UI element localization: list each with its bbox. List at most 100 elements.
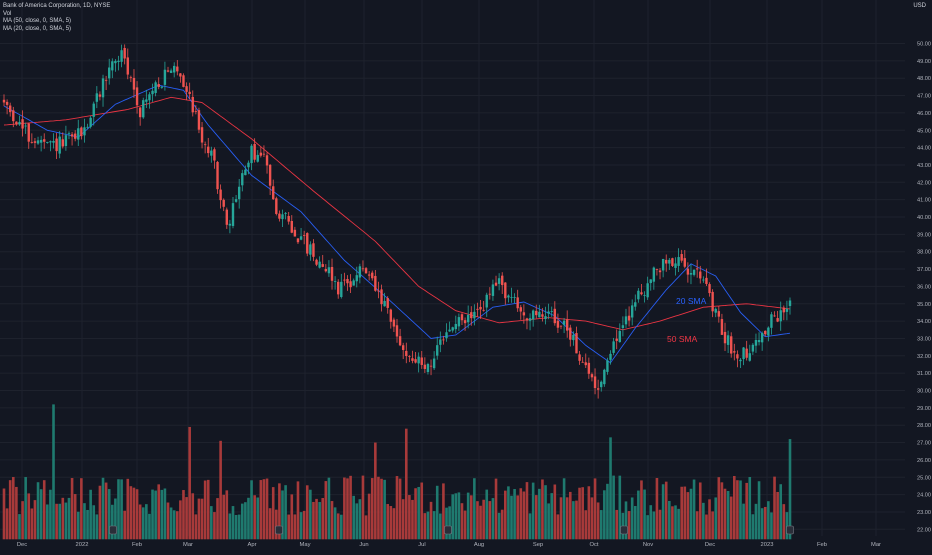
candle-body [417, 356, 420, 364]
x-tick-label: Sep [533, 542, 543, 548]
volume-bar [206, 479, 210, 540]
candle-body [590, 374, 594, 378]
candle-body [665, 259, 668, 264]
candle-body [290, 220, 293, 233]
ma20-label[interactable]: MA (20, close, 0, SMA, 5) [3, 25, 72, 32]
ma50-label[interactable]: MA (50, close, 0, SMA, 5) [3, 18, 72, 24]
candle-body [166, 70, 170, 72]
volume-bar [637, 490, 640, 540]
volume-bar [271, 487, 275, 540]
volume-bar [185, 497, 188, 540]
candle-body [575, 333, 578, 354]
candle-body [516, 297, 519, 309]
volume-bar [358, 499, 362, 540]
volume-bar [525, 482, 529, 540]
candle-body [163, 69, 167, 85]
volume-bar [720, 482, 724, 540]
volume-bar [268, 508, 272, 540]
volume-bar [210, 506, 213, 540]
volume-bar [24, 477, 27, 540]
candle-body [689, 273, 693, 275]
candle-body [754, 339, 758, 346]
candle-body [445, 332, 448, 339]
candle-body [677, 257, 680, 266]
volume-bar [414, 488, 417, 540]
volume-bar [534, 495, 538, 540]
candle-body [748, 353, 751, 361]
candle-body [624, 316, 628, 325]
volume-bar [466, 492, 470, 540]
candle-body [439, 339, 442, 345]
candle-body [736, 354, 739, 359]
volume-bar [476, 501, 479, 540]
candle-body [129, 77, 133, 79]
x-tick-label: Feb [132, 542, 142, 548]
candle-body [126, 57, 129, 75]
vol-label[interactable]: Vol [3, 10, 12, 17]
volume-bar [457, 492, 461, 540]
volume-bar [507, 486, 510, 540]
volume-bar [225, 490, 229, 540]
candle-body [142, 100, 145, 118]
volume-bar [166, 502, 170, 540]
price-axis[interactable]: 50.00 49.00 48.00 47.00 46.00 45.00 44.00 43.00… [917, 42, 931, 534]
volume-bar [513, 489, 516, 540]
volume-bar [760, 508, 764, 540]
volume-bar [197, 498, 201, 540]
candle-body [429, 365, 433, 367]
sma20-path [3, 84, 791, 364]
candle-body [265, 155, 269, 166]
volume-bar [293, 514, 297, 540]
volume-bar [544, 485, 547, 540]
candle-body [491, 284, 495, 296]
candle-body [717, 311, 721, 317]
volume-bar [646, 515, 649, 540]
volume-bar [404, 428, 408, 540]
volume-bar [695, 511, 699, 540]
y-tick-label: 47.00 [917, 94, 931, 100]
currency-label[interactable]: USD [913, 3, 926, 9]
volume-bar [321, 497, 325, 540]
volume-bar [27, 493, 31, 540]
candle-body [603, 369, 606, 385]
candle-body [615, 338, 618, 341]
volume-bar [346, 478, 349, 540]
volume-bar [52, 404, 55, 540]
volume-bar [92, 505, 96, 540]
volume-bar [132, 487, 136, 540]
candle-body [553, 308, 557, 324]
candle-body [401, 345, 405, 350]
candle-body [39, 139, 43, 143]
volume-bar [330, 501, 334, 540]
candle-body [281, 214, 284, 220]
candle-body [621, 325, 625, 328]
volume-bar [702, 502, 705, 540]
volume-bar [596, 502, 600, 540]
candle-body [686, 268, 690, 275]
symbol-title[interactable]: Bank of America Corporation, 1D, NYSE [3, 3, 111, 9]
volume-bar [559, 497, 563, 540]
x-tick-label: Mar [183, 542, 193, 548]
candle-body [247, 162, 250, 168]
candle-body [436, 345, 439, 356]
candle-body [225, 209, 229, 225]
candle-body [773, 315, 776, 317]
candle-body [253, 144, 256, 160]
candle-body [70, 134, 74, 137]
event-markers[interactable] [109, 525, 794, 535]
candle-body [680, 254, 683, 261]
volume-bar [151, 489, 154, 540]
candle-body [386, 298, 389, 308]
volume-bar [748, 476, 752, 540]
x-tick-label: Mar [871, 542, 881, 548]
candle-body [751, 344, 755, 352]
volume-bar [352, 495, 355, 540]
volume-bar [259, 480, 263, 540]
candle-body [627, 315, 631, 321]
candle-body [584, 362, 587, 366]
volume-bar [538, 488, 541, 540]
candle-body [197, 110, 201, 130]
time-axis[interactable]: Dec 2022 Feb Mar Apr May Jun Jul Aug Sep Oct Nov Dec… [17, 542, 881, 548]
